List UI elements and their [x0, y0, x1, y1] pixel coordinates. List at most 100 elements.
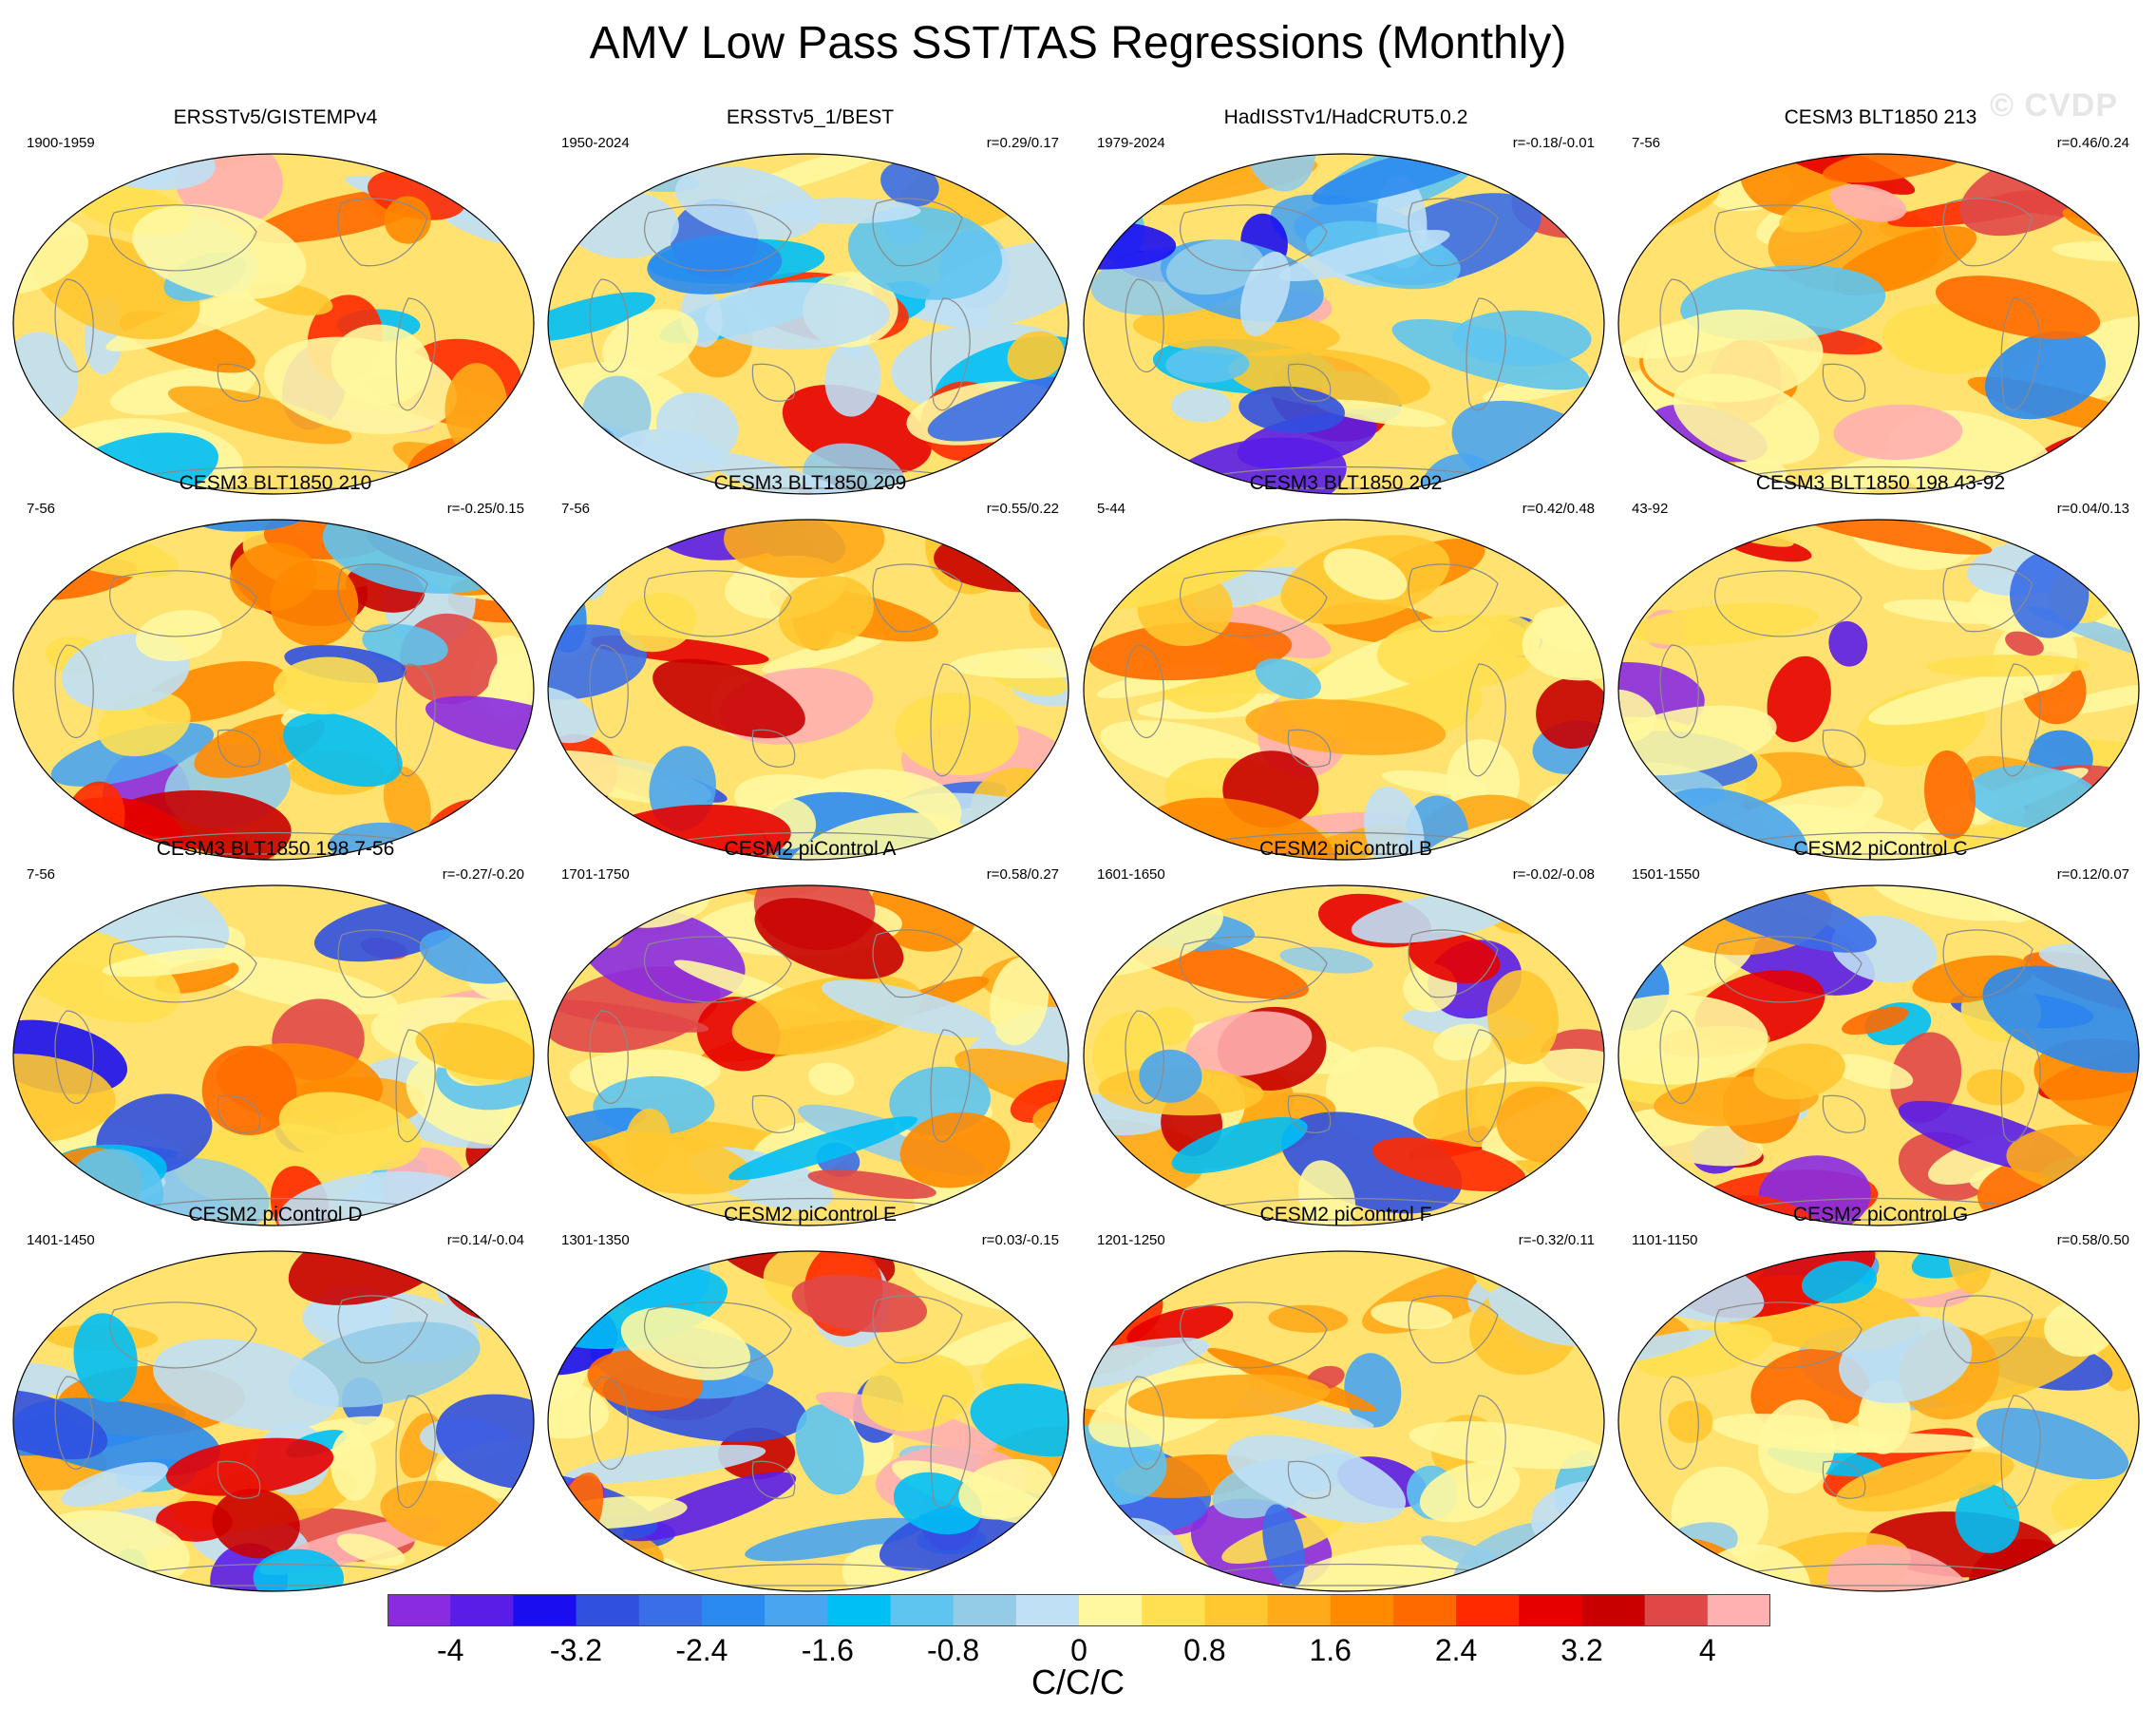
- anomaly-blob: [1988, 885, 2139, 905]
- map-panel: CESM2 piControl G 1101-1150 r=0.58/0.50: [1615, 1204, 2147, 1593]
- anomaly-blob: [1536, 154, 1594, 216]
- anomaly-blob: [13, 1542, 66, 1591]
- coastline: [1125, 278, 1164, 373]
- map-border: [1083, 884, 1605, 1226]
- colorbar-swatch: [1330, 1594, 1394, 1626]
- panel-correlation: r=0.04/0.13: [2056, 501, 2129, 517]
- anomaly-blob: [1244, 154, 1316, 192]
- anomaly-blob: [1955, 1483, 2020, 1553]
- anomaly-blob: [1631, 602, 1819, 646]
- colorbar-tick-label: -2.4: [675, 1633, 728, 1662]
- anomaly-blob: [893, 1472, 983, 1535]
- anomaly-blob: [880, 162, 939, 207]
- global-map: [1083, 884, 1605, 1226]
- anomaly-blob: [1522, 601, 1604, 681]
- coastline: [54, 1010, 94, 1105]
- anomaly-blob: [548, 999, 709, 1033]
- coastline: [589, 1376, 629, 1471]
- coastline: [109, 936, 257, 1003]
- anomaly-blob: [1868, 672, 2054, 726]
- map-panel: CESM3 BLT1850 198 43-92 43-92 r=0.04/0.13: [1615, 472, 2147, 862]
- colorbar-tick-label: 0.8: [1183, 1633, 1225, 1662]
- anomaly-blob: [821, 979, 996, 1038]
- anomaly-blob: [1828, 1054, 1914, 1090]
- panel-correlation: r=0.46/0.24: [2056, 135, 2129, 151]
- coastline: [1287, 363, 1332, 402]
- anomaly-blob: [754, 898, 904, 979]
- anomaly-blob: [2052, 240, 2139, 262]
- anomaly-blob: [1668, 1400, 1713, 1443]
- anomaly-blob: [1828, 620, 1868, 667]
- map-border: [1083, 1250, 1605, 1592]
- coastline: [589, 1010, 629, 1105]
- coastline: [1942, 1295, 2033, 1364]
- panel-title: CESM3 BLT1850 213: [1784, 106, 1977, 128]
- panel-period: 7-56: [27, 866, 56, 883]
- panel-correlation: r=-0.27/-0.20: [442, 866, 524, 883]
- anomaly-blob: [425, 695, 534, 755]
- coastline: [1408, 198, 1499, 267]
- anomaly-blob: [989, 957, 1050, 1046]
- anomaly-blob: [895, 693, 1019, 776]
- anomaly-blob: [436, 1394, 534, 1490]
- map-border: [12, 519, 535, 861]
- map-border: [1083, 519, 1605, 861]
- panel-period: 1701-1750: [561, 866, 630, 883]
- anomaly-blob: [1096, 536, 1286, 610]
- anomaly-blob: [435, 154, 534, 190]
- map-border: [12, 153, 535, 495]
- coastline: [1287, 1094, 1332, 1133]
- anomaly-blob: [330, 1429, 376, 1501]
- anomaly-blob: [824, 339, 881, 417]
- anomaly-blob: [1826, 1545, 1978, 1591]
- anomaly-blob: [1578, 1132, 1604, 1207]
- anomaly-blob: [1643, 309, 1824, 403]
- global-map: [1617, 153, 2140, 495]
- colorbar-swatch: [1456, 1594, 1520, 1626]
- coastline: [1942, 563, 2033, 633]
- anomaly-blob: [807, 1169, 936, 1199]
- panel-period: 1101-1150: [1632, 1232, 1698, 1248]
- anomaly-blob: [861, 1354, 974, 1432]
- anomaly-blob: [1279, 946, 1373, 974]
- coastline: [1714, 570, 1863, 637]
- map-border: [1617, 1250, 2140, 1592]
- anomaly-blob: [2090, 1531, 2139, 1591]
- coastline: [54, 278, 94, 373]
- map-panel: CESM3 BLT1850 210 7-56 r=-0.25/0.15: [9, 472, 541, 862]
- anomaly-blob: [1239, 386, 1345, 433]
- coastline: [872, 929, 963, 998]
- coastline: [1125, 1376, 1164, 1471]
- global-map: [1617, 884, 2140, 1226]
- colorbar-swatch: [1644, 1594, 1709, 1626]
- coastline: [54, 1376, 94, 1471]
- coastline: [109, 204, 257, 272]
- coastline: [1822, 729, 1866, 768]
- coastline: [395, 663, 436, 777]
- map-panel: ERSSTv5_1/BEST 1950-2024 r=0.29/0.17: [544, 106, 1076, 496]
- colorbar-tick-label: -4: [437, 1633, 463, 1662]
- panel-period: 7-56: [27, 501, 56, 517]
- anomaly-blob: [1618, 154, 1675, 227]
- panel-period: 7-56: [561, 501, 591, 517]
- anomaly-blob: [762, 198, 921, 224]
- panel-title: CESM2 piControl G: [1792, 1204, 1969, 1226]
- colorbar-tick-label: -0.8: [927, 1633, 979, 1662]
- anomaly-blob: [1226, 1434, 1407, 1523]
- anomaly-blob: [1391, 318, 1590, 390]
- global-map: [12, 153, 535, 495]
- coastline: [1408, 929, 1499, 998]
- coastline: [1466, 1029, 1506, 1143]
- anomaly-blob: [980, 1325, 1069, 1390]
- colorbar-swatch: [1142, 1594, 1205, 1626]
- anomaly-blob: [1486, 970, 1559, 1065]
- coastline: [109, 570, 257, 637]
- anomaly-blob: [1408, 931, 1501, 984]
- coastline: [1287, 1460, 1332, 1499]
- anomaly-blob: [1419, 1461, 1521, 1523]
- anomaly-blob: [1550, 423, 1604, 460]
- coastline: [54, 644, 94, 739]
- anomaly-blob: [548, 1377, 610, 1439]
- coastline: [1659, 1376, 1699, 1471]
- anomaly-blob: [1547, 154, 1604, 189]
